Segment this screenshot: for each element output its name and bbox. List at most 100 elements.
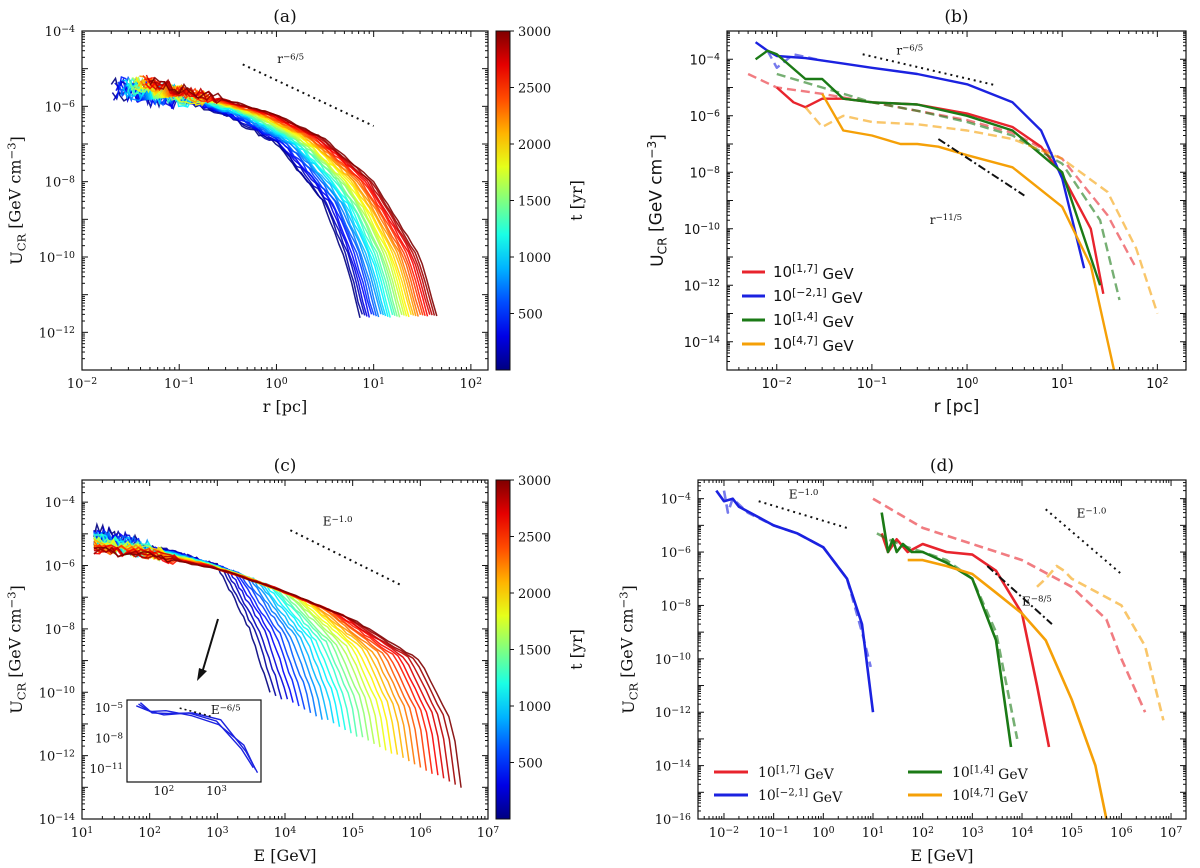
panel-b-slope-label-1: r−6/5​ [896, 43, 923, 57]
panel-d-slope-guide-2 [1045, 508, 1123, 575]
panel-c-ylabel: UCR​ [GeV cm−3​] [4, 585, 28, 714]
panel-c-colorbar-tick: 2000 [518, 587, 551, 602]
panel-b-xlabel: r [pc] [934, 397, 980, 417]
panel-b-series-10-1-4-GeV-dashed [776, 72, 1121, 301]
panel-d-ytick-label: 10−16​ [655, 812, 691, 828]
panel-d-series-10-1-4-GeV [880, 512, 1013, 748]
panel-d-xtick-label: 105​ [1060, 825, 1083, 841]
panel-d-xtick-label: 100​ [812, 825, 835, 841]
panel-b-ytick-label: 10−14​ [684, 335, 720, 351]
panel-b-series-10-4-7-GeV-dashed [804, 106, 1159, 314]
panel-c-xtick-label: 101​ [71, 825, 94, 841]
panel-d-legend-label: 10[−2,1]​ GeV [758, 787, 843, 805]
panel-b-ytick-label: 10−8​ [690, 165, 720, 181]
panel-d-slope-label-3: E−8/5​ [1022, 594, 1052, 608]
panel-a-colorbar [495, 30, 511, 371]
panel-a-ytick-label: 10−10​ [39, 250, 75, 266]
panel-d-xtick-label: 10−2​ [709, 825, 739, 841]
panel-a-xlabel: r [pc] [263, 397, 307, 416]
panel-a-ytick-label: 10−4​ [45, 24, 75, 40]
panel-c-curve-t [93, 530, 306, 710]
panel-a-xtick-label: 10−2​ [67, 376, 97, 392]
panel-a-curve-t [149, 76, 438, 317]
panel-c-curve-t [93, 533, 335, 724]
panel-d-legend: 10[1,7]​ GeV 10[−2,1]​ GeV 10[1,4]​ GeV 10[… [714, 764, 1029, 806]
panel-d-xtick-label: 106​ [1110, 825, 1133, 841]
panel-d-slope-guide-3 [986, 565, 1053, 625]
panel-b-series-10-4-7-GeV [821, 93, 1116, 370]
panel-a-title: (a) [273, 7, 296, 27]
panel-a-curve-t [119, 75, 378, 317]
panel-c-colorbar-tick: 3000 [518, 474, 551, 489]
panel-a-colorbar-tick: 500 [518, 308, 543, 323]
panel-c: E−1.0​ E−6/5​ 102​ 103​ 10−5​ 10−8​ 10−11​ 101​… [4, 456, 586, 865]
panel-b-series-10-2-1-GeV [754, 41, 1086, 269]
panel-b-xtick-label: 10−2​ [762, 376, 792, 392]
panel-d-xtick-label: 101​ [862, 825, 885, 841]
panel-b-legend-label: 10[−2,1]​ GeV [773, 286, 863, 307]
panel-d-ytick-label: 10−14​ [655, 758, 691, 774]
panel-d-xlabel: E [GeV] [910, 846, 973, 865]
panel-a-colorbar-tick: 2000 [518, 138, 551, 153]
panel-c-colorbar-label: t [yr] [567, 629, 586, 670]
panel-d-xtick-label: 103​ [961, 825, 984, 841]
panel-c-inset: E−6/5​ 102​ 103​ 10−5​ 10−8​ 10−11​ [90, 699, 262, 798]
panel-d: E−1.0​ E−1.0​ E−8/5​ 10[1,7]​ GeV 10[−2,1]​ … [616, 456, 1187, 865]
panel-d-ytick-label: 10−6​ [661, 545, 691, 561]
panel-c-colorbar-tick: 500 [518, 757, 543, 772]
panel-d-series-10-4-7-GeV-dashed [1036, 564, 1165, 721]
panel-a-colorbar-tick: 1500 [518, 195, 551, 210]
panel-c-xtick-label: 105​ [341, 825, 364, 841]
panel-c-inset-slope-label: E−6/5​ [211, 703, 241, 717]
panel-b-legend-label: 10[4,7]​ GeV [773, 334, 854, 355]
panel-c-slope-guide [289, 529, 401, 586]
panel-b-ytick-label: 10−6​ [690, 109, 720, 125]
panel-c-ytick-label: 10−12​ [39, 748, 75, 764]
panel-a-ytick-label: 10−12​ [39, 325, 75, 341]
panel-a-xtick-label: 102​ [460, 376, 483, 392]
panel-c-inset-arrow [201, 618, 219, 674]
panel-c-inset-ytick: 10−5​ [95, 701, 123, 715]
panel-c-curve-t [93, 546, 462, 788]
panel-b-ytick-label: 10−12​ [684, 278, 720, 294]
panel-c-xtick-label: 103​ [206, 825, 229, 841]
panel-c-ytick-label: 10−6​ [45, 558, 75, 574]
panel-d-ytick-label: 10−8​ [661, 598, 691, 614]
panel-b-series-10-1-4-GeV [754, 49, 1102, 286]
panel-c-ytick-label: 10−4​ [45, 495, 75, 511]
panel-d-xtick-label: 104​ [1011, 825, 1034, 841]
panel-b-ylabel: UCR​ [GeV cm−3​] [645, 134, 670, 267]
panel-d-frame [697, 479, 1187, 820]
panel-c-ytick-label: 10−14​ [39, 812, 75, 828]
panel-a: r−6/5​ 10−2​ 10−1​ 100​ 101​ 102​ 10−12​ 10−10​… [4, 7, 586, 416]
panel-d-series-10-4-7-GeV [907, 558, 1108, 819]
panel-d-series-10-1-7-GeV [880, 532, 1051, 748]
panel-c-inset-slope-guide [179, 707, 212, 718]
panel-b-legend-label: 10[1,4]​ GeV [773, 310, 854, 331]
panel-a-xtick-label: 10−1​ [164, 376, 194, 392]
panel-d-ytick-label: 10−4​ [661, 491, 691, 507]
panel-c-inset-xtick: 102​ [153, 784, 174, 798]
panel-d-series-10-2-1-GeV [715, 489, 875, 713]
panel-d-series-10-2-1-GeV-dashed [722, 490, 872, 668]
panel-a-curve-t [145, 74, 431, 315]
panel-c-colorbar-tick: 1000 [518, 700, 551, 715]
panel-a-colorbar-tick: 3000 [518, 25, 551, 40]
panel-b-xtick-label: 100​ [956, 376, 979, 392]
panel-b-frame [726, 30, 1187, 371]
panel-b-title: (b) [944, 7, 968, 27]
panel-d-legend-label: 10[1,7]​ GeV [758, 764, 835, 782]
panel-d-xtick-label: 102​ [911, 825, 934, 841]
panel-c-curve-t [93, 530, 323, 720]
panel-d-legend-label: 10[4,7]​ GeV [952, 787, 1029, 805]
panel-c-colorbar [495, 479, 511, 820]
panel-b-ytick-label: 10−4​ [690, 52, 720, 68]
panel-b-xtick-label: 10−1​ [857, 376, 887, 392]
panel-a-slope-guide [242, 63, 375, 127]
panel-c-inset-curve [139, 702, 259, 774]
panel-c-xtick-label: 104​ [274, 825, 297, 841]
panel-d-series-10-1-7-GeV-dashed [872, 497, 1147, 713]
panel-a-colorbar-tick: 2500 [518, 82, 551, 97]
